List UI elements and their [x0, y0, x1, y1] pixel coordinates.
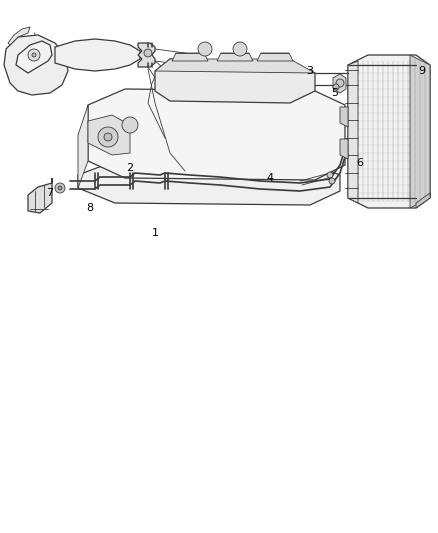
Circle shape	[144, 49, 152, 57]
Circle shape	[327, 172, 333, 178]
Text: 9: 9	[418, 66, 426, 76]
Polygon shape	[257, 53, 293, 61]
Circle shape	[104, 133, 112, 141]
Circle shape	[55, 183, 65, 193]
Text: 7: 7	[46, 188, 53, 198]
Text: 5: 5	[332, 88, 339, 98]
Circle shape	[32, 53, 36, 57]
Polygon shape	[348, 61, 358, 203]
Circle shape	[58, 186, 62, 190]
Circle shape	[122, 117, 138, 133]
Text: 3: 3	[307, 66, 314, 76]
Circle shape	[233, 42, 247, 56]
Circle shape	[28, 49, 40, 61]
Polygon shape	[155, 59, 315, 73]
Text: 4: 4	[266, 173, 274, 183]
Circle shape	[98, 127, 118, 147]
Polygon shape	[28, 178, 52, 213]
Text: 6: 6	[357, 158, 364, 168]
Polygon shape	[410, 55, 430, 208]
Text: 1: 1	[152, 228, 159, 238]
Polygon shape	[4, 35, 68, 95]
Polygon shape	[8, 27, 30, 45]
Polygon shape	[78, 105, 88, 188]
Polygon shape	[340, 107, 348, 127]
Polygon shape	[348, 55, 430, 208]
Polygon shape	[172, 53, 208, 61]
Polygon shape	[217, 53, 253, 61]
Polygon shape	[340, 139, 348, 159]
Text: 8: 8	[86, 203, 94, 213]
Circle shape	[336, 79, 344, 87]
Polygon shape	[88, 89, 345, 180]
Circle shape	[329, 178, 335, 184]
Polygon shape	[138, 43, 155, 67]
Circle shape	[198, 42, 212, 56]
Polygon shape	[16, 41, 52, 73]
Text: 2: 2	[127, 163, 134, 173]
Polygon shape	[78, 161, 340, 205]
Circle shape	[333, 84, 339, 90]
Polygon shape	[88, 115, 130, 155]
Polygon shape	[416, 193, 430, 208]
Polygon shape	[55, 39, 140, 71]
Polygon shape	[333, 74, 346, 93]
Polygon shape	[155, 59, 315, 103]
